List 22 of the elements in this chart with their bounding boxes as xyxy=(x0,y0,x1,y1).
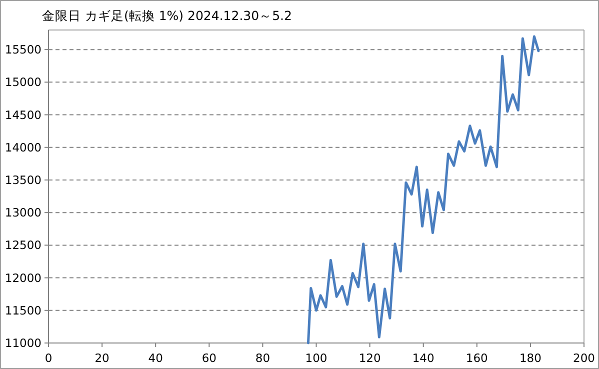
x-tick-label: 140 xyxy=(412,351,434,365)
x-tick-label: 80 xyxy=(255,351,270,365)
y-tick-label: 11500 xyxy=(4,303,42,318)
y-tick-label: 14500 xyxy=(4,108,42,122)
y-tick-label: 12500 xyxy=(4,238,42,252)
x-tick-label: 40 xyxy=(148,351,163,365)
y-tick-label: 13500 xyxy=(4,172,42,187)
x-tick-label: 60 xyxy=(202,351,216,365)
x-tick-label: 160 xyxy=(466,351,488,365)
x-tick-label: 120 xyxy=(358,351,381,365)
y-tick-label: 15000 xyxy=(4,75,42,90)
chart-title: 金限日 カギ足(転換 1%) 2024.12.30～5.2 xyxy=(42,8,292,23)
y-tick-label: 15500 xyxy=(4,42,42,57)
y-tick-label: 12000 xyxy=(4,270,42,285)
x-tick-label: 100 xyxy=(305,351,328,365)
x-tick-label: 0 xyxy=(44,351,52,365)
x-tick-label: 20 xyxy=(94,351,110,365)
x-tick-label: 180 xyxy=(519,351,542,365)
y-tick-label: 11000 xyxy=(4,336,42,350)
x-tick-label: 200 xyxy=(573,351,595,365)
y-tick-label: 13000 xyxy=(4,206,42,220)
y-tick-label: 14000 xyxy=(4,140,42,154)
